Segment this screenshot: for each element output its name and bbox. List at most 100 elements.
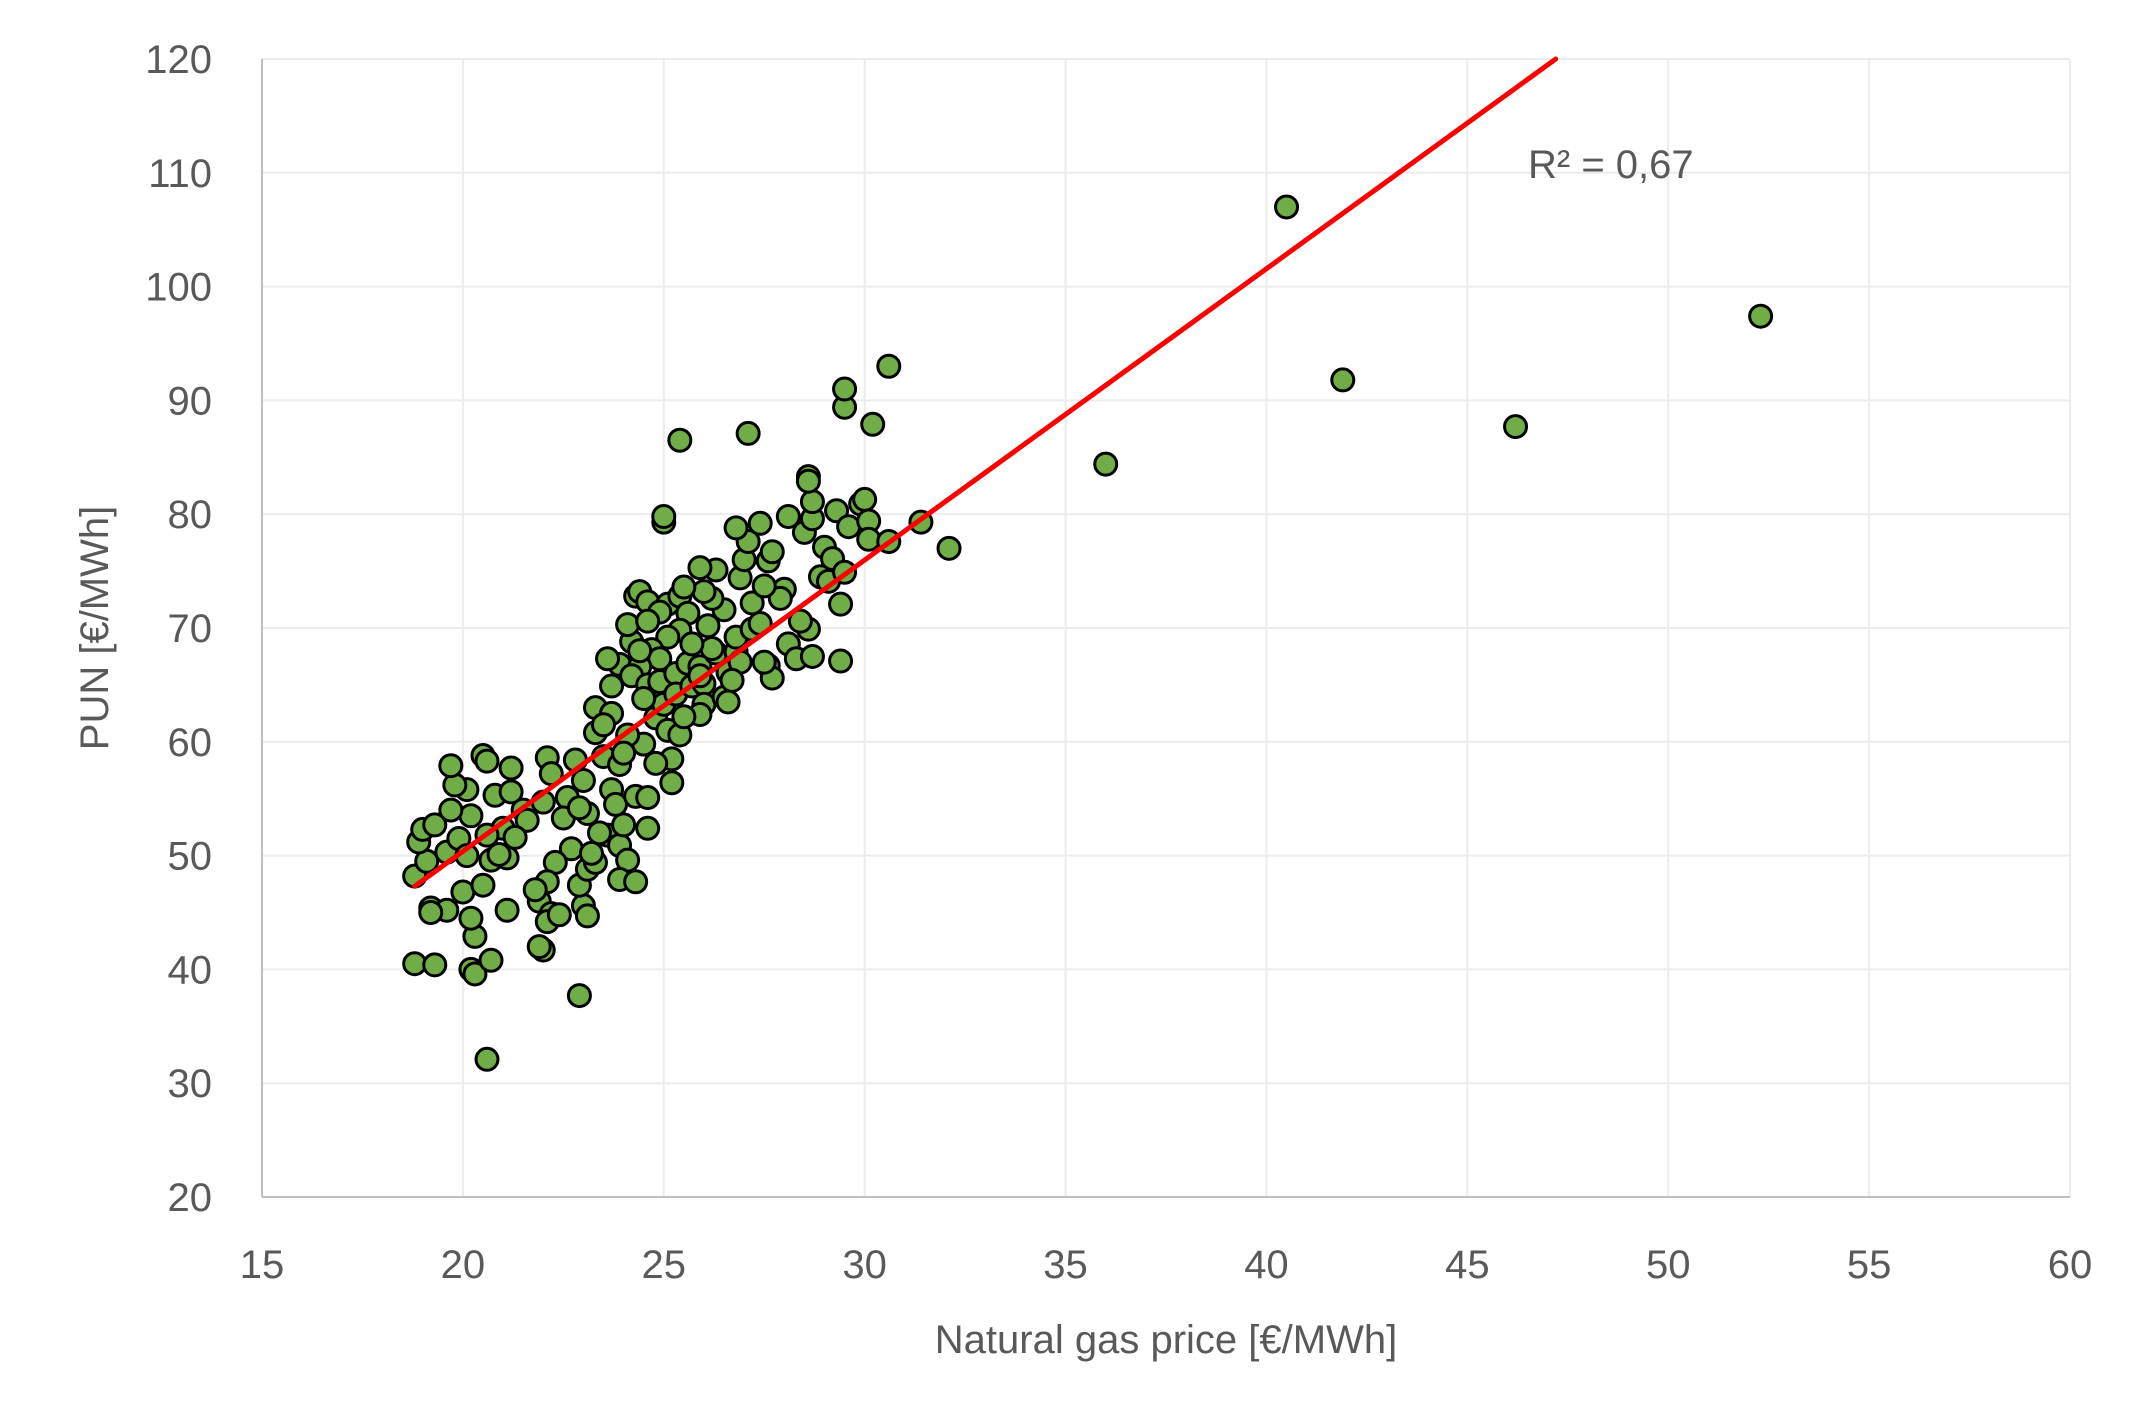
- data-point: [494, 897, 520, 923]
- data-point: [623, 869, 649, 895]
- data-point: [828, 591, 854, 617]
- data-point: [659, 770, 685, 796]
- data-point: [458, 905, 484, 931]
- r-squared-annotation: R² = 0,67: [1528, 143, 1694, 187]
- data-point: [422, 812, 448, 838]
- data-point: [574, 903, 600, 929]
- data-point: [1748, 303, 1774, 329]
- data-point: [828, 648, 854, 674]
- data-point: [747, 510, 773, 536]
- data-point: [735, 420, 761, 446]
- data-point: [418, 900, 444, 925]
- x-tick-label: 55: [1847, 1243, 1892, 1287]
- y-tick-label: 120: [145, 38, 212, 82]
- x-tick-label: 15: [240, 1243, 285, 1287]
- data-point: [498, 779, 524, 805]
- data-point: [679, 631, 705, 657]
- data-point: [787, 608, 813, 634]
- data-point: [458, 803, 484, 829]
- x-tick-label: 30: [842, 1243, 887, 1287]
- data-point: [498, 755, 524, 781]
- y-tick-label: 40: [168, 948, 213, 992]
- x-tick-label: 35: [1043, 1243, 1088, 1287]
- data-point: [546, 902, 572, 928]
- data-point: [751, 649, 777, 675]
- data-point: [611, 740, 637, 766]
- data-point: [860, 411, 886, 437]
- data-point: [836, 514, 862, 540]
- data-point: [687, 555, 713, 581]
- axes: [261, 59, 2070, 1198]
- data-point: [514, 807, 540, 833]
- data-point: [462, 961, 488, 987]
- data-point: [699, 635, 725, 661]
- data-point: [599, 673, 625, 699]
- data-point: [691, 579, 717, 605]
- data-point: [635, 785, 661, 811]
- x-tick-label: 60: [2048, 1243, 2093, 1287]
- data-point: [635, 815, 661, 841]
- data-point: [751, 573, 777, 599]
- data-point: [719, 667, 745, 693]
- data-point: [635, 608, 661, 634]
- data-point: [627, 638, 653, 664]
- data-point: [723, 515, 749, 541]
- data-point: [578, 840, 604, 866]
- data-point: [1330, 367, 1356, 393]
- x-tick-label: 40: [1244, 1243, 1289, 1287]
- data-point: [876, 353, 902, 379]
- data-point: [566, 795, 592, 821]
- data-point: [671, 704, 697, 730]
- data-point: [526, 934, 552, 960]
- data-point: [799, 489, 825, 515]
- data-point: [486, 841, 512, 867]
- y-tick-label: 60: [168, 721, 213, 765]
- data-point: [595, 646, 621, 672]
- data-point: [570, 767, 596, 793]
- data-point: [852, 486, 878, 512]
- data-point: [799, 643, 825, 669]
- data-point: [1093, 451, 1119, 477]
- data-points: [402, 194, 1774, 1072]
- x-tick-label: 20: [441, 1243, 486, 1287]
- data-point: [478, 947, 504, 973]
- y-tick-label: 70: [168, 607, 213, 651]
- data-point: [651, 503, 677, 529]
- data-point: [474, 1046, 500, 1072]
- x-tick-label: 50: [1646, 1243, 1691, 1287]
- data-point: [1503, 414, 1529, 440]
- data-point: [615, 612, 641, 638]
- data-point: [767, 585, 793, 611]
- data-point: [856, 526, 882, 552]
- data-point: [671, 574, 697, 600]
- data-point: [643, 750, 669, 776]
- data-point: [667, 427, 693, 453]
- y-tick-label: 30: [168, 1062, 213, 1106]
- x-tick-labels: 15 20 25 30 35 40 45 50 55 60: [240, 1243, 2093, 1287]
- data-point: [502, 824, 528, 850]
- data-point: [422, 952, 448, 978]
- data-point: [591, 712, 617, 738]
- data-point: [832, 376, 858, 402]
- data-point: [474, 748, 500, 774]
- data-point: [759, 539, 785, 565]
- data-point: [695, 613, 721, 639]
- y-tick-label: 110: [148, 152, 212, 196]
- y-tick-label: 20: [168, 1176, 213, 1220]
- data-point: [775, 503, 801, 529]
- y-tick-label: 90: [168, 379, 213, 423]
- data-point: [566, 983, 592, 1009]
- data-point: [739, 590, 765, 616]
- data-point: [795, 468, 821, 494]
- y-tick-labels: 20 30 40 50 60 70 80 90 100 110 120: [145, 38, 212, 1220]
- data-point: [655, 624, 681, 650]
- data-point: [1274, 194, 1300, 220]
- x-axis-title: Natural gas price [€/MWh]: [935, 1318, 1397, 1362]
- y-axis-title: PUN [€/MWh]: [73, 506, 117, 750]
- y-tick-label: 50: [168, 835, 213, 879]
- data-point: [470, 872, 496, 898]
- data-point: [522, 877, 548, 903]
- gridlines: [262, 58, 2071, 1197]
- y-tick-label: 100: [145, 266, 212, 310]
